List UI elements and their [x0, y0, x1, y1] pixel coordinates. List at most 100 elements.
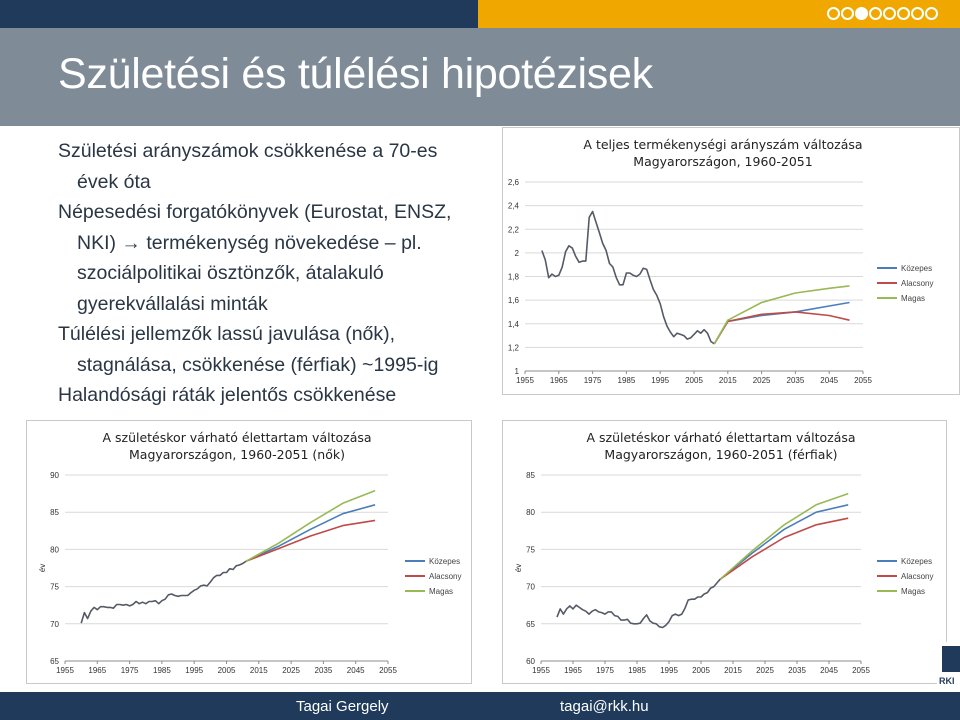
bullet-line: évek óta: [77, 170, 151, 193]
y-tick-label: 60: [526, 657, 535, 666]
bullet-line: Népesedési forgatókönyvek (Eurostat, ENS…: [58, 201, 452, 223]
progress-dot: [897, 7, 910, 20]
legend-label: Magas: [429, 587, 453, 596]
x-tick-label: 1995: [660, 666, 678, 675]
x-tick-label: 1955: [532, 666, 550, 675]
x-tick-label: 2045: [820, 666, 838, 675]
bullet-line: NKI) → termékenység növekedése – pl.: [77, 231, 422, 254]
x-tick-label: 2035: [787, 376, 805, 385]
y-tick-label: 1,6: [508, 296, 520, 305]
chart-title-line: Magyarországon, 1960-2051 (nők): [129, 447, 345, 462]
series-line-magas: [245, 489, 376, 562]
logo-mark: [942, 646, 960, 672]
legend-label: Magas: [901, 294, 925, 303]
y-tick-label: 1,8: [508, 273, 520, 282]
legend-label: Alacsony: [429, 572, 461, 581]
x-tick-label: 2055: [854, 376, 872, 385]
progress-dot: [883, 7, 896, 20]
title-band: Születési és túlélési hipotézisek: [0, 28, 960, 126]
y-tick-label: 2: [515, 249, 520, 258]
x-tick-label: 1975: [121, 666, 139, 675]
x-tick-label: 1975: [584, 376, 602, 385]
x-tick-label: 2005: [218, 666, 236, 675]
x-tick-label: 2025: [282, 666, 300, 675]
footer-bar: Tagai Gergely tagai@rkk.hu: [0, 692, 960, 720]
bullet-list: Születési arányszámok csökkenése a 70-es…: [58, 136, 498, 411]
chart-title-line: Magyarországon, 1960-2051 (férfiak): [604, 447, 837, 462]
x-tick-label: 2045: [820, 376, 838, 385]
institute-logo: RKI: [937, 642, 960, 692]
series-line-kozepes: [713, 301, 850, 345]
series-line-alacsony: [245, 519, 376, 563]
legend-label: Magas: [901, 587, 925, 596]
x-tick-label: 1955: [56, 666, 74, 675]
x-tick-label: 1985: [153, 666, 171, 675]
progress-dot: [841, 7, 854, 20]
series-line-kozepes: [719, 504, 849, 580]
x-tick-label: 2005: [685, 376, 703, 385]
x-tick-label: 2025: [753, 376, 771, 385]
y-tick-label: 90: [50, 471, 59, 480]
y-tick-label: 85: [50, 508, 59, 517]
male-chart-svg: A születéskor várható élettartam változá…: [514, 430, 933, 675]
progress-dot: [855, 7, 868, 20]
female-chart-svg: A születéskor várható élettartam változá…: [38, 430, 461, 675]
x-tick-label: 2015: [724, 666, 742, 675]
y-tick-label: 70: [50, 620, 59, 629]
bullet-line: Halandósági ráták jelentős csökkenése: [58, 384, 397, 406]
top-bar-left: [0, 0, 478, 28]
y-tick-label: 75: [50, 583, 59, 592]
x-tick-label: 2045: [347, 666, 365, 675]
series-line-magas: [719, 492, 849, 580]
chart-title-line: A teljes termékenységi arányszám változá…: [583, 137, 862, 152]
progress-dot: [925, 7, 938, 20]
legend-label: Közepes: [429, 557, 460, 566]
x-tick-label: 2025: [756, 666, 774, 675]
y-tick-label: 2,4: [508, 202, 520, 211]
x-tick-label: 1985: [628, 666, 646, 675]
x-tick-label: 2035: [788, 666, 806, 675]
x-tick-label: 2035: [315, 666, 333, 675]
y-tick-label: 65: [526, 620, 535, 629]
bullet-line: szociálpolitikai ösztönzők, átalakuló: [77, 262, 384, 284]
x-tick-label: 1995: [185, 666, 203, 675]
bullet-line: Túlélési jellemzők lassú javulása (nők),: [58, 323, 396, 345]
y-tick-label: 2,2: [508, 225, 520, 234]
tfr-chart: A teljes termékenységi arányszám változá…: [502, 127, 960, 395]
chart-title-line: A születéskor várható élettartam változá…: [586, 430, 855, 445]
legend-label: Közepes: [901, 264, 932, 273]
progress-dot: [911, 7, 924, 20]
x-tick-label: 2015: [250, 666, 268, 675]
x-tick-label: 1965: [564, 666, 582, 675]
x-tick-label: 1965: [88, 666, 106, 675]
footer-email[interactable]: tagai@rkk.hu: [560, 698, 649, 715]
series-line-alacsony: [719, 517, 849, 580]
historical-series-line: [556, 578, 721, 629]
footer-author: Tagai Gergely: [296, 698, 389, 715]
x-tick-label: 1975: [596, 666, 614, 675]
chart-title-line: Magyarországon, 1960-2051: [633, 154, 812, 169]
y-tick-label: 85: [526, 471, 535, 480]
top-bar-right: [478, 0, 960, 28]
y-axis-label: év: [38, 564, 47, 572]
x-tick-label: 2015: [719, 376, 737, 385]
x-tick-label: 2055: [379, 666, 397, 675]
slide-title: Születési és túlélési hipotézisek: [58, 50, 653, 98]
legend-label: Közepes: [901, 557, 932, 566]
logo-text: RKI: [939, 676, 955, 686]
y-tick-label: 2,6: [508, 178, 520, 187]
male-life-expectancy-chart: A születéskor várható élettartam változá…: [502, 420, 947, 684]
y-tick-label: 1,2: [508, 343, 520, 352]
x-tick-label: 1985: [618, 376, 636, 385]
y-tick-label: 65: [50, 657, 59, 666]
bullet-line: gyerekvállalási minták: [77, 292, 268, 315]
y-tick-label: 70: [526, 583, 535, 592]
y-tick-label: 80: [50, 545, 59, 554]
bullet-line: Születési arányszámok csökkenése a 70-es: [58, 140, 438, 162]
chart-title-line: A születéskor várható élettartam változá…: [102, 430, 371, 445]
progress-dot: [869, 7, 882, 20]
y-tick-label: 1,4: [508, 320, 520, 329]
legend-label: Alacsony: [901, 572, 933, 581]
progress-dot: [827, 7, 840, 20]
x-tick-label: 2005: [692, 666, 710, 675]
